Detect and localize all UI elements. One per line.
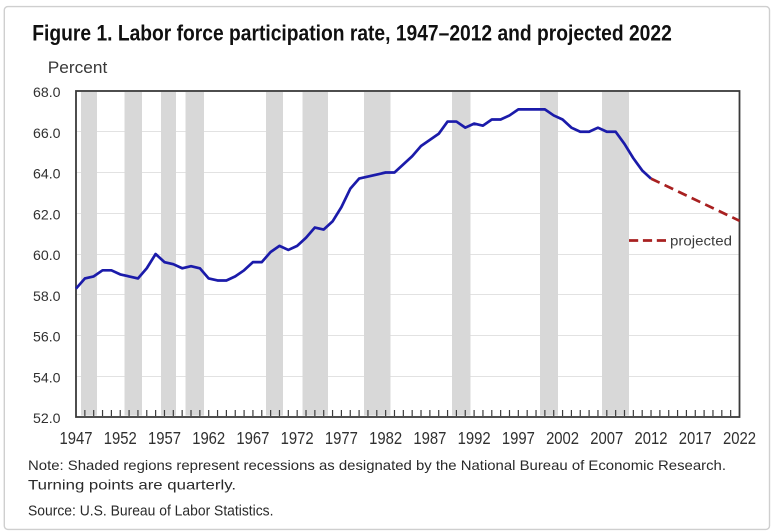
svg-text:1952: 1952 — [104, 428, 137, 448]
svg-text:Source: U.S. Bureau of Labor S: Source: U.S. Bureau of Labor Statistics. — [28, 503, 274, 520]
svg-text:56.0: 56.0 — [33, 329, 61, 345]
svg-text:Percent: Percent — [48, 58, 108, 77]
svg-text:2012: 2012 — [635, 428, 668, 448]
svg-text:1987: 1987 — [413, 428, 446, 448]
svg-text:2017: 2017 — [679, 428, 712, 448]
svg-text:1977: 1977 — [325, 428, 358, 448]
svg-text:Figure 1. Labor force particip: Figure 1. Labor force participation rate… — [32, 20, 672, 45]
svg-text:58.0: 58.0 — [33, 288, 61, 304]
svg-text:68.0: 68.0 — [33, 84, 61, 100]
svg-text:1967: 1967 — [236, 428, 269, 448]
svg-text:1982: 1982 — [369, 428, 402, 448]
svg-text:1947: 1947 — [60, 428, 93, 448]
svg-text:2022: 2022 — [723, 428, 756, 448]
svg-text:projected: projected — [670, 233, 732, 249]
svg-text:2002: 2002 — [546, 428, 579, 448]
svg-text:1992: 1992 — [458, 428, 491, 448]
svg-text:52.0: 52.0 — [33, 410, 61, 426]
svg-text:Note: Shaded regions represent: Note: Shaded regions represent recession… — [28, 457, 726, 473]
svg-text:1962: 1962 — [192, 428, 225, 448]
svg-text:54.0: 54.0 — [33, 369, 61, 385]
svg-text:1972: 1972 — [281, 428, 314, 448]
svg-text:2007: 2007 — [590, 428, 623, 448]
svg-text:1957: 1957 — [148, 428, 181, 448]
svg-text:64.0: 64.0 — [33, 166, 61, 182]
svg-text:60.0: 60.0 — [33, 247, 61, 263]
svg-text:Turning points are quarterly.: Turning points are quarterly. — [28, 477, 236, 493]
svg-text:62.0: 62.0 — [33, 206, 61, 222]
svg-text:66.0: 66.0 — [33, 125, 61, 141]
svg-text:1997: 1997 — [502, 428, 535, 448]
